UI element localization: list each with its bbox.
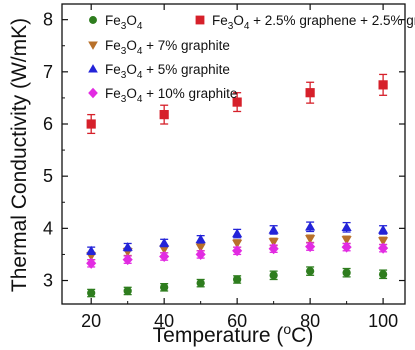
data-point — [268, 243, 279, 255]
data-point — [378, 80, 388, 90]
data-point — [232, 245, 243, 257]
x-tick-label-80: 80 — [300, 311, 320, 331]
x-tick-label-40: 40 — [154, 311, 174, 331]
y-tick-label-6: 6 — [43, 114, 53, 134]
data-point — [378, 242, 389, 254]
legend-label-4: Fe3O4 + 10% graphite — [105, 86, 237, 105]
data-point — [232, 239, 243, 249]
data-point — [305, 221, 316, 231]
legend-marker-2 — [88, 41, 98, 50]
series-4 — [86, 241, 389, 269]
legend-marker-0 — [89, 16, 97, 24]
data-point — [122, 242, 133, 251]
data-point — [86, 257, 97, 269]
data-point — [159, 251, 170, 263]
y-tick-label-5: 5 — [43, 166, 53, 186]
data-point — [305, 266, 315, 276]
data-point — [305, 241, 316, 253]
data-point — [123, 286, 132, 296]
data-point — [160, 283, 169, 292]
data-point — [305, 88, 315, 98]
data-point — [341, 236, 352, 245]
data-point — [195, 234, 206, 243]
y-tick-label-7: 7 — [43, 62, 53, 82]
legend-label-3: Fe3O4 + 5% graphite — [105, 62, 230, 81]
data-point — [159, 245, 170, 255]
data-point — [341, 241, 352, 253]
data-point — [342, 268, 351, 277]
data-point — [378, 270, 388, 279]
data-point — [268, 224, 279, 234]
data-point — [87, 288, 96, 298]
data-point — [196, 278, 205, 288]
data-point — [122, 254, 133, 266]
data-point — [378, 237, 389, 246]
data-point — [233, 275, 242, 284]
x-tick-label-20: 20 — [81, 311, 101, 331]
data-point — [341, 222, 352, 231]
legend-marker-4 — [88, 87, 98, 99]
y-tick-label-3: 3 — [43, 271, 53, 291]
y-tick-label-4: 4 — [43, 218, 53, 238]
data-point — [195, 243, 206, 253]
legend-marker-1 — [195, 15, 205, 25]
data-point — [195, 248, 206, 260]
data-point — [86, 119, 96, 129]
data-point — [269, 271, 278, 280]
data-point — [86, 245, 97, 255]
legend-label-0: Fe3O4 — [105, 13, 143, 32]
legend-marker-3 — [88, 64, 98, 73]
x-axis-label: Temperature (oC) — [153, 321, 314, 347]
series-3 — [86, 221, 389, 256]
legend-label-1: Fe3O4 + 2.5% graphene + 2.5% graphite — [212, 13, 415, 32]
x-tick-label-60: 60 — [227, 311, 247, 331]
x-tick-label-100: 100 — [368, 311, 398, 331]
series-1 — [86, 73, 388, 135]
data-point — [232, 97, 242, 107]
data-point — [268, 238, 279, 247]
y-tick-label-8: 8 — [43, 10, 53, 30]
legend-label-2: Fe3O4 + 7% graphite — [105, 38, 230, 57]
data-point — [305, 235, 316, 244]
series-0 — [87, 266, 388, 298]
data-point — [232, 228, 243, 238]
data-point — [378, 224, 389, 234]
data-point — [159, 110, 169, 120]
y-axis-label: Thermal Conductivity (W/mK) — [8, 18, 31, 292]
plot-frame — [61, 3, 406, 305]
data-point — [159, 237, 170, 247]
